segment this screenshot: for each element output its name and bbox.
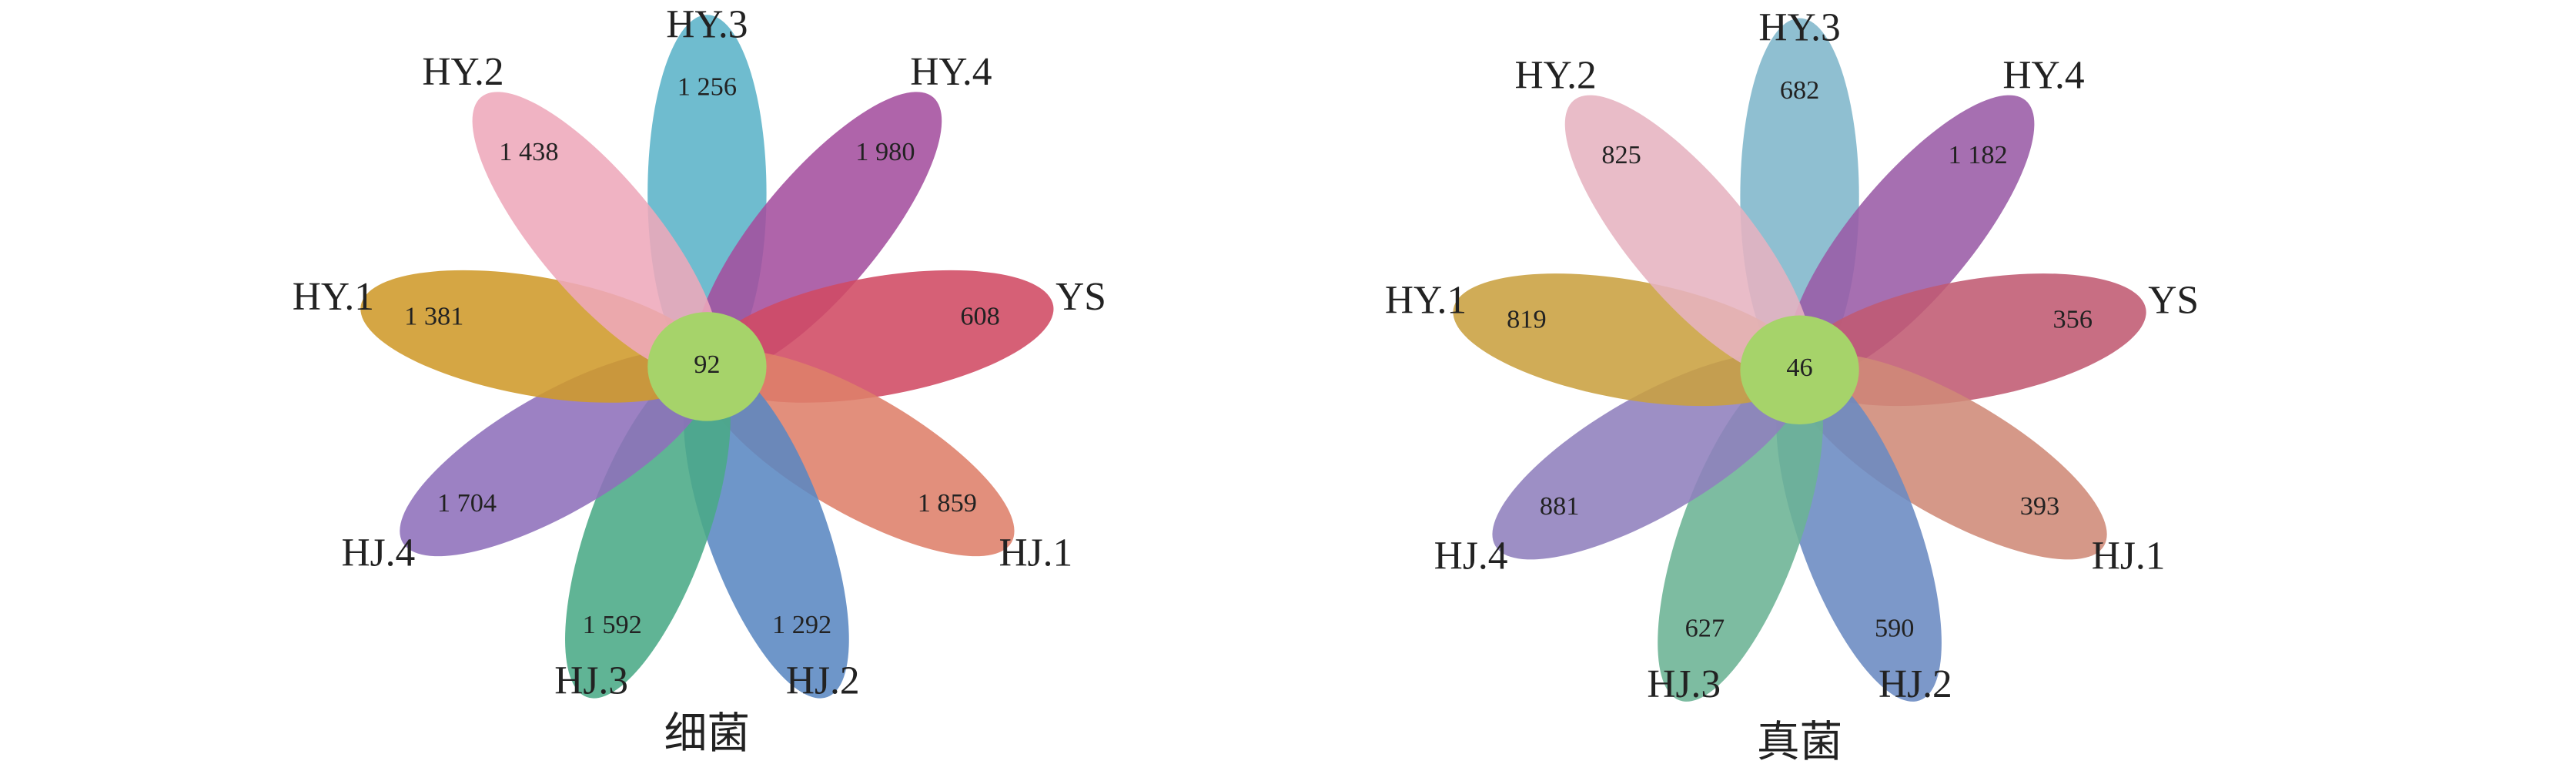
petal-name: HY.2 — [1515, 53, 1597, 97]
chart-title: 真菌 — [1757, 719, 1842, 766]
petal-value-label: 1 592 — [583, 610, 642, 639]
petal-value-label: 682 — [1780, 75, 1819, 105]
petal — [472, 92, 719, 376]
petal-value-label: 356 — [2053, 305, 2093, 334]
petal-value-label: 608 — [960, 301, 999, 330]
petal — [700, 350, 1015, 557]
core — [647, 312, 767, 421]
core-label: 46 — [1786, 353, 1812, 382]
petal-name: HJ.3 — [554, 659, 628, 703]
petal — [1564, 95, 1812, 379]
petal-name: HJ.1 — [999, 531, 1073, 575]
petal-name: HJ.2 — [786, 659, 860, 703]
petal — [694, 92, 942, 376]
petal-name: HY.1 — [293, 275, 374, 319]
petal-name: HJ.1 — [2092, 535, 2166, 578]
petal-value-label: 1 704 — [437, 488, 497, 518]
petal — [400, 350, 714, 557]
petal-name: HY.4 — [2002, 53, 2084, 97]
petal-value-label: 1 256 — [677, 72, 737, 102]
petal-name: HJ.2 — [1878, 662, 1952, 706]
petal-value-label: 1 980 — [855, 137, 915, 166]
petal-name: HY.1 — [1385, 278, 1467, 322]
petal-name: YS — [2148, 278, 2199, 322]
chart-title: 细菌 — [664, 710, 750, 758]
petal-name: HY.3 — [1758, 6, 1840, 50]
core-label: 92 — [694, 350, 720, 379]
petal-name: HY.3 — [666, 2, 748, 46]
petal-value-label: 393 — [2020, 491, 2059, 521]
petal-value-label: 627 — [1685, 614, 1725, 643]
petal-value-label: 1 859 — [918, 488, 977, 518]
petal-value-label: 1 381 — [404, 301, 463, 330]
petal-name: HJ.3 — [1647, 662, 1721, 706]
petal — [565, 360, 731, 699]
petal-value-label: 590 — [1875, 614, 1914, 643]
core — [1740, 315, 1859, 424]
petal-name: HJ.4 — [1434, 535, 1508, 578]
petal — [1658, 364, 1823, 702]
petal-name: YS — [1055, 275, 1106, 319]
petal-name: HY.2 — [422, 50, 503, 94]
petal-value-label: 881 — [1540, 491, 1579, 521]
petal-value-label: 825 — [1601, 140, 1641, 169]
petal-value-label: 1 292 — [772, 610, 831, 639]
petal-value-label: 1 438 — [499, 137, 558, 166]
petal-value-label: 819 — [1507, 305, 1546, 334]
petal — [1792, 354, 2107, 560]
petal — [1492, 354, 1807, 560]
petal — [1788, 95, 2035, 379]
petal-name: HJ.4 — [342, 531, 416, 575]
petal-value-label: 1 182 — [1948, 140, 2007, 169]
petal-name: HY.4 — [910, 50, 992, 94]
